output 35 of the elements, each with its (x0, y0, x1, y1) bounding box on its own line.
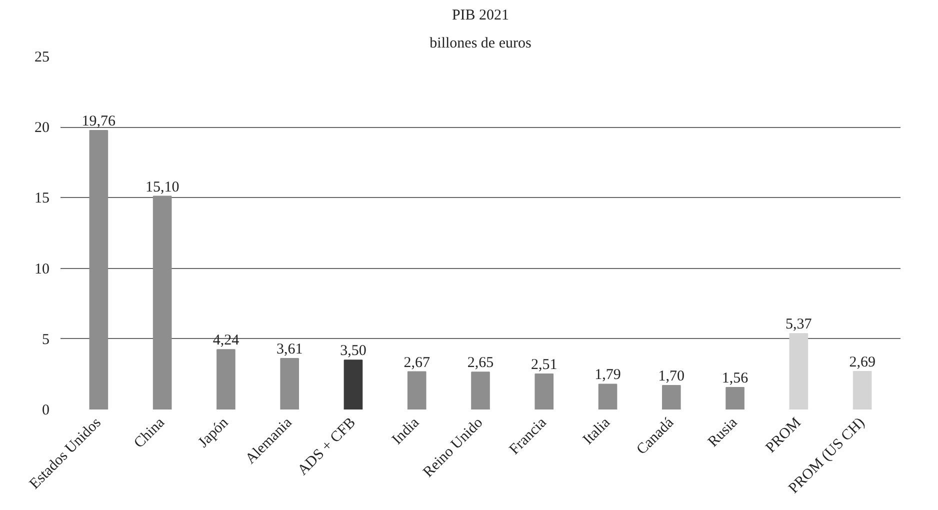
data-label: 1,79 (594, 367, 621, 384)
bar (598, 384, 618, 410)
y-tick-label: 0 (42, 402, 50, 418)
chart-title: PIB 2021 (452, 8, 510, 24)
bar (344, 360, 363, 410)
data-label: 5,37 (786, 316, 812, 333)
data-label: 1,70 (658, 368, 685, 384)
data-label: 1,56 (722, 370, 749, 386)
y-tick-label: 5 (42, 332, 50, 348)
bar (789, 333, 808, 410)
y-tick-label: 20 (34, 120, 50, 136)
data-label: 3,61 (276, 342, 303, 358)
bar (89, 130, 108, 410)
bar (726, 386, 744, 410)
data-label: 2,65 (467, 355, 494, 372)
bar (407, 371, 426, 410)
bar (280, 358, 299, 410)
data-label: 2,67 (404, 354, 430, 371)
bar (216, 349, 236, 410)
data-label: 15,10 (145, 179, 180, 196)
y-tick-label: 25 (34, 50, 50, 66)
bar (534, 374, 554, 410)
data-label: 2,69 (849, 354, 876, 371)
chart-subtitle: billones de euros (430, 36, 532, 52)
x-tick-label: Italia (580, 414, 614, 448)
x-tick-label: India (389, 414, 423, 448)
data-label: 3,50 (340, 343, 366, 360)
bar (152, 196, 172, 410)
data-label: 19,76 (82, 113, 116, 130)
data-label: 2,51 (531, 357, 558, 374)
bar (852, 371, 872, 410)
y-tick-label: 10 (34, 261, 50, 278)
bar (662, 384, 681, 410)
bar (471, 372, 490, 410)
y-tick-label: 15 (34, 190, 50, 207)
